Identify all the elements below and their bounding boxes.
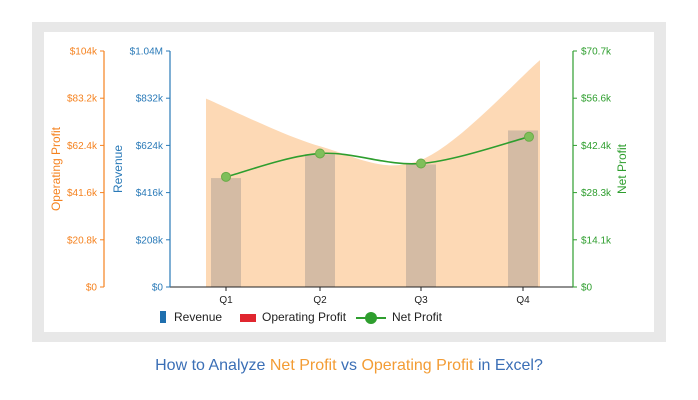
legend-operating-profit-swatch: [240, 314, 256, 322]
legend-operating-profit-label: Operating Profit: [262, 310, 347, 324]
caption-net-profit: Net Profit: [269, 357, 337, 374]
net-profit-point-q3: [416, 158, 426, 169]
operating-tick-label-4: $83.2k: [67, 94, 98, 105]
revenue-tick-label-2: $416k: [136, 188, 164, 199]
caption-operating-profit: Operating Profit: [361, 357, 474, 374]
net-tick-label-4: $56.6k: [581, 94, 612, 105]
caption-part-3: vs: [336, 357, 362, 374]
revenue-axis-title: Revenue: [111, 145, 125, 193]
legend-revenue-swatch: [160, 311, 166, 323]
operating-tick-label-0: $0: [86, 283, 98, 294]
net-profit-point-q4: [524, 131, 534, 142]
x-tick-label-q1: Q1: [219, 295, 233, 306]
legend-net-profit-label: Net Profit: [392, 310, 443, 324]
caption-part-1: How to Analyze: [155, 357, 270, 374]
net-tick-label-0: $0: [581, 283, 593, 294]
revenue-tick-label-3: $624k: [136, 141, 164, 152]
revenue-tick-label-5: $1.04M: [130, 47, 163, 58]
revenue-bar-q3: [406, 164, 436, 287]
revenue-tick-label-1: $208k: [136, 235, 164, 246]
legend-revenue-label: Revenue: [174, 310, 222, 324]
net-profit-point-q2: [315, 148, 325, 159]
revenue-bar-q2: [305, 154, 335, 287]
operating-tick-label-2: $41.6k: [67, 188, 98, 199]
net-axis-title: Net Profit: [615, 143, 629, 194]
caption-part-5: in Excel?: [473, 357, 543, 374]
caption: How to Analyze Net Profit vs Operating P…: [0, 357, 698, 375]
net-tick-label-1: $14.1k: [581, 235, 612, 246]
x-tick-label-q4: Q4: [516, 295, 530, 306]
operating-profit-area: [206, 60, 540, 288]
operating-tick-label-1: $20.8k: [67, 235, 98, 246]
net-tick-label-3: $42.4k: [581, 141, 612, 152]
revenue-bar-q1: [211, 178, 241, 287]
legend-net-profit-marker: [365, 312, 377, 324]
net-profit-line: [225, 136, 530, 178]
x-tick-label-q3: Q3: [414, 295, 428, 306]
x-tick-label-q2: Q2: [313, 295, 327, 306]
revenue-tick-label-4: $832k: [136, 94, 164, 105]
operating-tick-label-3: $62.4k: [67, 141, 98, 152]
revenue-bar-q4: [508, 130, 538, 287]
revenue-tick-label-0: $0: [152, 283, 164, 294]
operating-tick-label-5: $104k: [70, 47, 98, 58]
net-profit-point-q1: [221, 171, 231, 182]
operating-axis-title: Operating Profit: [49, 126, 63, 211]
net-tick-label-2: $28.3k: [581, 188, 612, 199]
net-tick-label-5: $70.7k: [581, 47, 612, 58]
